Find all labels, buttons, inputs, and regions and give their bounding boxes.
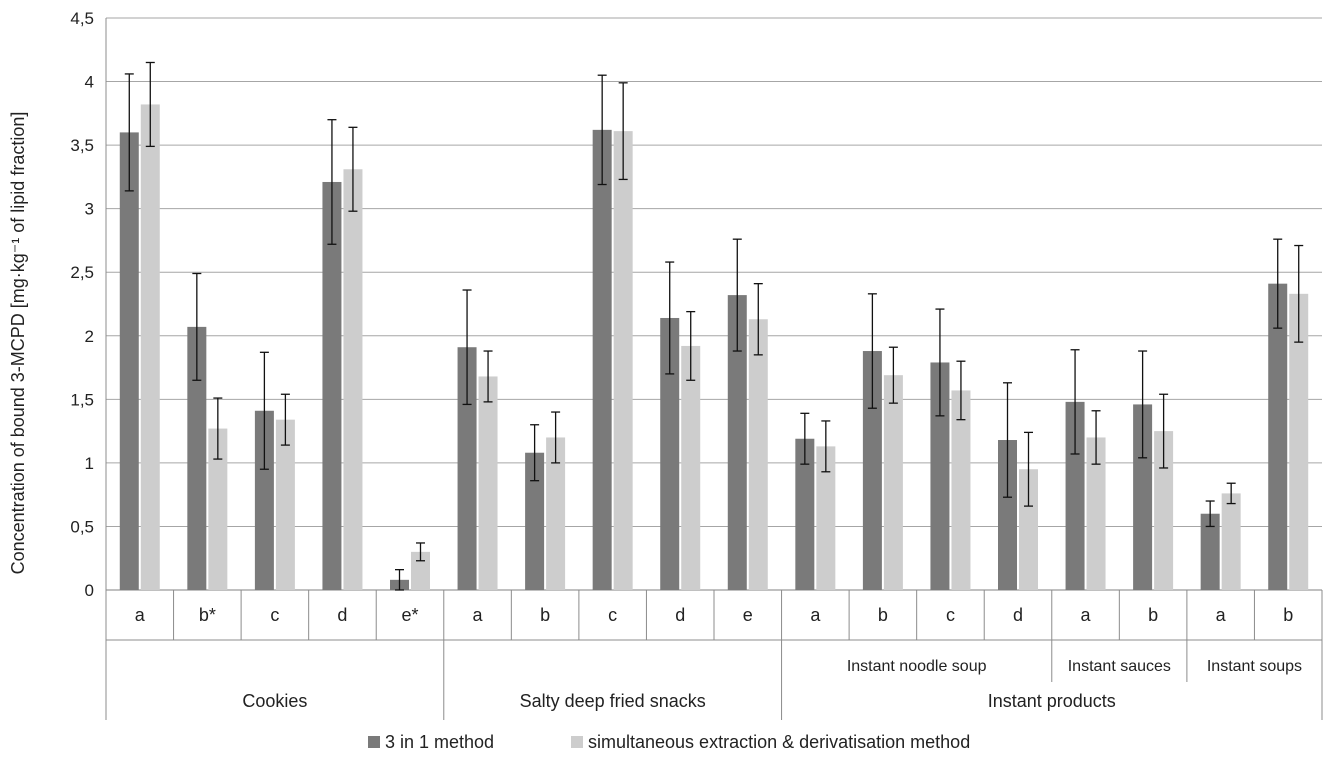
category-label: d (337, 605, 347, 625)
y-tick-label: 0 (85, 581, 94, 600)
y-tick-label: 4,5 (70, 9, 94, 28)
y-tick-label: 3,5 (70, 136, 94, 155)
bar (525, 452, 545, 590)
bar (322, 181, 342, 590)
y-tick-label: 0,5 (70, 517, 94, 536)
category-label: a (1081, 605, 1092, 625)
group-label: Cookies (242, 691, 307, 711)
bar (478, 376, 498, 590)
category-label: a (135, 605, 146, 625)
bar (546, 437, 566, 590)
bar (660, 317, 680, 590)
bar (343, 169, 363, 591)
category-label: b (878, 605, 888, 625)
bars (119, 104, 1309, 591)
bar (951, 390, 971, 590)
bar (411, 551, 430, 590)
bar (592, 129, 612, 590)
bar (254, 410, 274, 590)
subgroup-label: Instant sauces (1068, 658, 1171, 675)
gridlines (106, 17, 1322, 591)
bar (1154, 431, 1174, 590)
category-label: e* (401, 605, 418, 625)
category-label: e (743, 605, 753, 625)
category-label: a (1216, 605, 1227, 625)
category-label: d (675, 605, 685, 625)
group-label: Instant products (988, 691, 1116, 711)
category-label: c (946, 605, 955, 625)
bar (1221, 493, 1241, 590)
bar (727, 295, 747, 590)
y-tick-label: 2 (85, 327, 94, 346)
bar (1133, 404, 1153, 590)
bar (457, 347, 477, 590)
bar (1200, 513, 1220, 590)
y-axis-label: Concentration of bound 3-MCPD [mg·kg⁻¹ o… (8, 112, 28, 575)
bar (1086, 437, 1106, 590)
legend: 3 in 1 method simultaneous extraction & … (368, 732, 970, 752)
bar (1268, 283, 1288, 590)
bar (998, 440, 1017, 590)
bar (187, 326, 207, 590)
legend-swatch-3-in-1 (368, 736, 380, 748)
category-label: b (1148, 605, 1158, 625)
legend-swatch-simultaneous (571, 736, 583, 748)
bar (795, 438, 815, 590)
error-bars (124, 61, 1304, 591)
bar (208, 428, 228, 590)
bar (275, 419, 295, 590)
category-label: d (1013, 605, 1023, 625)
bar (1019, 469, 1038, 590)
y-tick-label: 1,5 (70, 390, 94, 409)
group-label: Salty deep fried snacks (520, 691, 706, 711)
category-axis: Instant noodle soup Instant sauces Instant… (105, 18, 1323, 720)
category-label: b* (199, 605, 216, 625)
category-label: c (270, 605, 279, 625)
category-label: b (540, 605, 550, 625)
bar (681, 345, 701, 590)
bar (816, 446, 836, 590)
bar (1065, 401, 1085, 590)
category-label: a (810, 605, 821, 625)
y-tick-label: 2,5 (70, 263, 94, 282)
bar (1289, 293, 1309, 590)
bar (930, 362, 950, 590)
bar (748, 319, 768, 590)
category-label: a (473, 605, 484, 625)
bar (613, 131, 633, 590)
y-tick-label: 1 (85, 454, 94, 473)
legend-label-simultaneous: simultaneous extraction & derivatisation… (588, 732, 970, 752)
legend-label-3-in-1: 3 in 1 method (385, 732, 494, 752)
bar (862, 351, 882, 590)
subgroup-label: Instant noodle soup (847, 658, 987, 675)
y-axis-ticks: 0 0,5 1 1,5 2 2,5 3 3,5 4 4,5 (70, 9, 94, 600)
category-label: c (608, 605, 617, 625)
bar (140, 104, 160, 591)
bar (119, 132, 139, 590)
category-label: b (1283, 605, 1293, 625)
subgroup-label: Instant soups (1207, 658, 1302, 675)
y-tick-label: 4 (85, 73, 94, 92)
y-tick-label: 3 (85, 200, 94, 219)
bar (883, 375, 903, 590)
